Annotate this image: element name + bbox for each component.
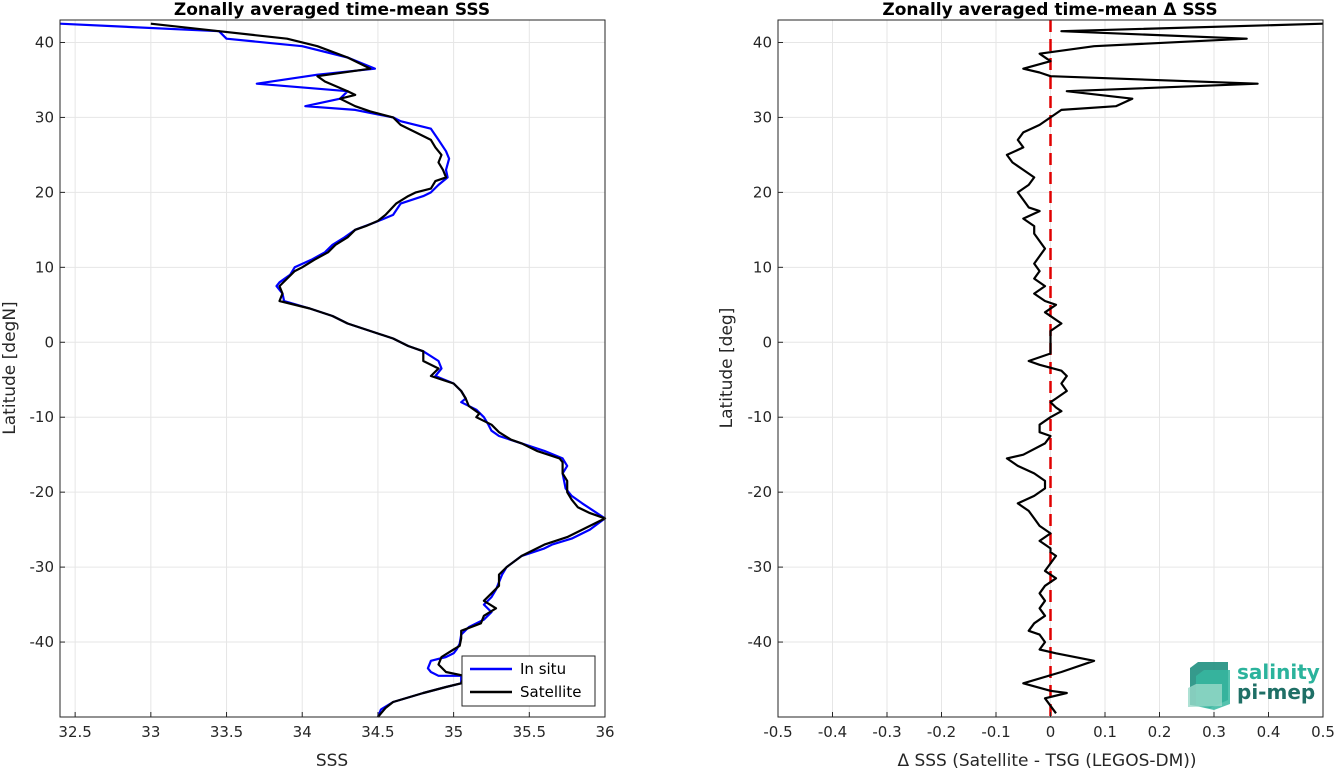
logo-text-pi-mep: pi-mep: [1237, 680, 1315, 704]
sss-y-tick-label: -10: [30, 408, 55, 426]
delta-x-tick-label: -0.2: [927, 723, 956, 741]
delta-sss-panel: -0.5 -0.4 -0.3 -0.2 -0.1 0 0.1 0.2 0.3 0.4 0.5 -40 -…: [717, 0, 1335, 769]
delta-y-tick-label: -10: [748, 408, 773, 426]
delta-lines: [1005, 20, 1324, 717]
delta-y-tick-label: -30: [748, 558, 773, 576]
delta-y-tick-label: -20: [748, 483, 773, 501]
sss-y-tick-label: 20: [35, 183, 54, 201]
delta-x-tick-label: -0.4: [818, 723, 847, 741]
logo-text-salinity: salinity: [1237, 660, 1320, 684]
delta-y-tick-label: 20: [753, 183, 772, 201]
legend-box: [461, 655, 596, 707]
salinity-pi-mep-logo: salinity pi-mep: [1188, 660, 1320, 710]
sss-title: Zonally averaged time-mean SSS: [174, 0, 490, 20]
legend: In situ Satellite: [461, 655, 596, 707]
delta-x-tick-label: 0.3: [1202, 723, 1226, 741]
sss-y-tick-label: 40: [35, 33, 54, 51]
delta-y-tick-label: 40: [753, 33, 772, 51]
sss-x-tick-label: 35.5: [513, 723, 546, 741]
sss-x-tick-label: 34: [293, 723, 312, 741]
legend-in-situ-label: In situ: [520, 660, 566, 678]
series-line-delta-sss: [1005, 22, 1324, 714]
delta-y-tick-label: 10: [753, 258, 772, 276]
sss-y-tick-label: 10: [35, 258, 54, 276]
sss-x-tick-label: 33.5: [210, 723, 243, 741]
delta-title: Zonally averaged time-mean Δ SSS: [882, 0, 1217, 20]
sss-axes-box: [60, 20, 605, 717]
sss-y-tick-label: 30: [35, 108, 54, 126]
sss-grid: [60, 20, 606, 717]
sss-y-tick-label: 0: [44, 333, 54, 351]
sss-y-tick-label: -40: [30, 633, 55, 651]
delta-x-tick-label: -0.3: [872, 723, 901, 741]
delta-y-axis-label: Latitude [deg]: [717, 308, 737, 429]
legend-satellite-label: Satellite: [520, 683, 581, 701]
delta-y-tick-label: 30: [753, 108, 772, 126]
sss-x-tick-label: 34.5: [361, 723, 394, 741]
delta-y-tick-label: -40: [748, 633, 773, 651]
sss-panel: 32.5 33 33.5 34 34.5 35 35.5 36 -40 -30 -20 -10 0 10 2…: [0, 0, 615, 769]
sss-x-tick-label: 35: [444, 723, 463, 741]
delta-x-tick-label: 0.2: [1148, 723, 1172, 741]
sss-ticks: 32.5 33 33.5 34 34.5 35 35.5 36 -40 -30 -20 -10 0 10 2…: [30, 33, 615, 741]
delta-ticks: -0.5 -0.4 -0.3 -0.2 -0.1 0 0.1 0.2 0.3 0.4 0.5 -40 -…: [748, 33, 1335, 741]
sss-y-tick-label: -20: [30, 483, 55, 501]
delta-x-axis-label: Δ SSS (Satellite - TSG (LEGOS-DM)): [897, 751, 1196, 769]
delta-y-tick-label: 0: [762, 333, 772, 351]
sss-y-axis-label: Latitude [degN]: [0, 301, 20, 434]
delta-x-tick-label: -0.1: [981, 723, 1010, 741]
delta-x-tick-label: 0: [1046, 723, 1056, 741]
delta-x-tick-label: 0.1: [1093, 723, 1117, 741]
sss-lines: [59, 22, 607, 718]
series-line-satellite: [150, 22, 607, 718]
sss-axes-border: [59, 19, 606, 718]
sss-x-tick-label: 36: [595, 723, 614, 741]
delta-x-tick-label: 0.4: [1257, 723, 1281, 741]
wave-logo-icon: [1188, 662, 1230, 710]
sss-x-tick-label: 33: [141, 723, 160, 741]
delta-x-tick-label: 0.5: [1311, 723, 1335, 741]
sss-y-tick-label: -30: [30, 558, 55, 576]
delta-x-tick-label: -0.5: [763, 723, 792, 741]
sss-x-tick-label: 32.5: [58, 723, 91, 741]
sss-x-axis-label: SSS: [316, 751, 348, 769]
